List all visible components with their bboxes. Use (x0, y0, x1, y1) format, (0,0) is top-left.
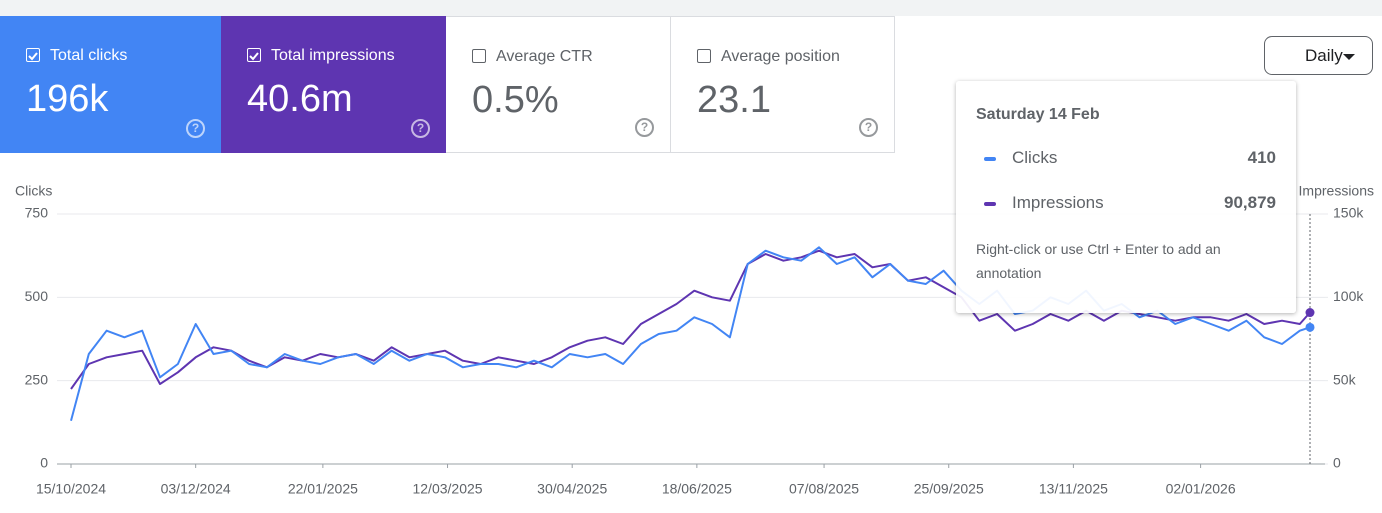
card-value: 196k (26, 78, 109, 120)
tooltip-series: Clicks (1012, 148, 1058, 167)
tooltip-value: 410 (1247, 148, 1276, 167)
checkbox[interactable] (472, 49, 486, 63)
card-label: Average CTR (496, 48, 593, 65)
x-tick-label: 12/03/2025 (412, 481, 482, 497)
tooltip: Saturday 14 Feb Clicks 410 Impressions 90,… (956, 81, 1296, 313)
dropdown-arrow (1343, 54, 1355, 60)
metric-card[interactable]: Average CTR 0.5%? (446, 16, 671, 153)
checkbox[interactable] (26, 48, 40, 62)
tooltip-value: 90,879 (1224, 193, 1276, 212)
help-icon[interactable]: ? (411, 119, 430, 138)
check (28, 52, 38, 61)
period-label: Daily (1305, 46, 1343, 65)
x-tick-label: 13/11/2025 (1039, 481, 1108, 497)
x-tick-label: 15/10/2024 (36, 481, 106, 497)
period-dropdown[interactable]: Daily (1264, 36, 1373, 75)
x-tick-label: 18/06/2025 (662, 481, 732, 497)
hover-dot (1305, 322, 1315, 332)
x-tick-label: 07/08/2025 (789, 481, 859, 497)
x-tick-label: 02/01/2026 (1166, 481, 1236, 497)
help-icon[interactable]: ? (635, 118, 654, 137)
card-value: 0.5% (472, 79, 559, 121)
swatch (984, 156, 996, 161)
y-tick-label: 0 (40, 455, 48, 471)
y2-tick-label: 100k (1333, 288, 1364, 304)
x-tick-label: 25/09/2025 (914, 481, 984, 497)
y-axis-title: Clicks (15, 183, 52, 199)
x-tick-label: 30/04/2025 (537, 481, 607, 497)
swatch (984, 201, 996, 206)
tooltip-series: Impressions (1012, 193, 1104, 212)
card-label: Average position (721, 48, 840, 65)
metric-card[interactable]: Total clicks 196k? (0, 16, 221, 153)
top-band (0, 0, 1382, 16)
y-tick-label: 750 (25, 205, 49, 221)
help-icon[interactable]: ? (186, 119, 205, 138)
y2-tick-label: 0 (1333, 455, 1341, 471)
metric-card[interactable]: Average position 23.1? (671, 16, 895, 153)
tooltip-row: Impressions 90,879 (984, 193, 1276, 213)
checkbox[interactable] (247, 48, 261, 62)
metric-card[interactable]: Total impressions 40.6m? (221, 16, 446, 153)
y2-axis-title: Impressions (1299, 183, 1374, 199)
checkbox[interactable] (697, 49, 711, 63)
y-tick-label: 250 (25, 371, 49, 387)
hover-dot (1305, 308, 1315, 318)
tooltip-hint: Right-click or use Ctrl + Enter to add a… (976, 241, 1221, 281)
check (249, 52, 259, 61)
series-line (70, 249, 1311, 390)
card-value: 40.6m (247, 78, 353, 120)
x-tick-label: 03/12/2024 (161, 481, 231, 497)
y2-tick-label: 50k (1333, 371, 1357, 387)
card-label: Total impressions (271, 47, 395, 64)
tooltip-row: Clicks 410 (984, 148, 1276, 168)
y2-tick-label: 150k (1333, 205, 1364, 221)
tooltip-date: Saturday 14 Feb (976, 106, 1100, 123)
card-label: Total clicks (50, 47, 128, 64)
y-tick-label: 500 (25, 288, 49, 304)
x-tick-label: 22/01/2025 (288, 481, 358, 497)
help-icon[interactable]: ? (859, 118, 878, 137)
card-value: 23.1 (697, 79, 771, 121)
